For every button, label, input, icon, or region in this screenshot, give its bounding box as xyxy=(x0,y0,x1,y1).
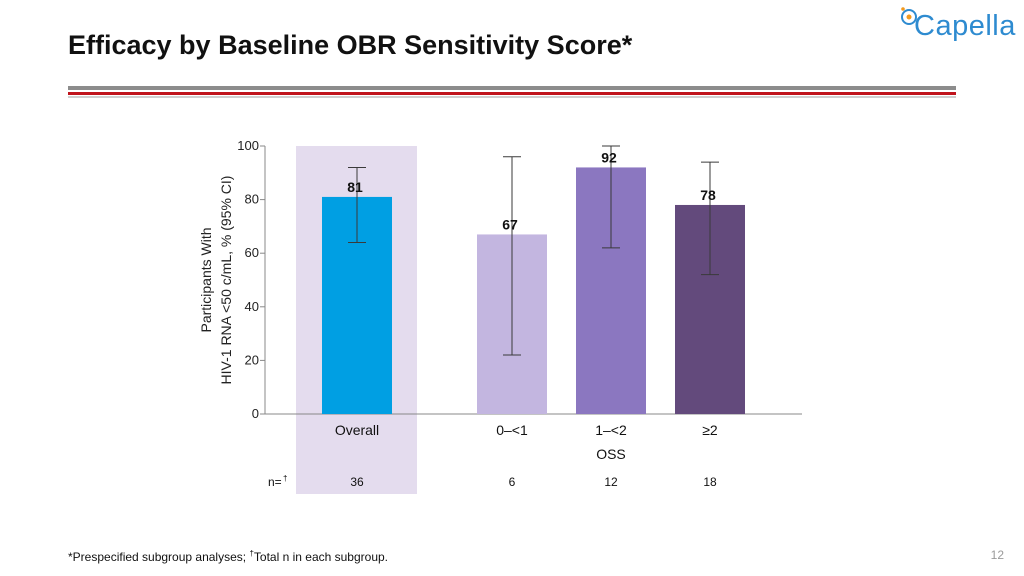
logo-wordmark: Capella xyxy=(914,10,1016,42)
n-value-3: 18 xyxy=(703,475,717,489)
footnote-text-a: *Prespecified subgroup analyses; xyxy=(68,550,250,564)
n-value-1: 6 xyxy=(509,475,516,489)
x-category-label-0: Overall xyxy=(335,422,379,438)
data-label-0: 81 xyxy=(347,179,363,195)
n-prefix: n= xyxy=(268,475,282,489)
y-axis-title-line2: HIV-1 RNA <50 c/mL, % (95% CI) xyxy=(218,176,234,385)
footnote: *Prespecified subgroup analyses; †Total … xyxy=(68,549,388,564)
n-value-2: 12 xyxy=(604,475,618,489)
footnote-text-b: Total n in each subgroup. xyxy=(253,550,388,564)
page-number: 12 xyxy=(990,548,1004,562)
y-tick-label: 100 xyxy=(237,138,259,153)
x-group-label: OSS xyxy=(596,446,626,462)
page-title: Efficacy by Baseline OBR Sensitivity Sco… xyxy=(68,30,633,60)
capella-logo: Capella xyxy=(896,6,1020,48)
footnote-dagger: † xyxy=(249,549,254,558)
y-tick-label: 0 xyxy=(252,406,259,421)
y-tick-label: 80 xyxy=(245,192,259,207)
n-value-0: 36 xyxy=(350,475,364,489)
data-label-1: 67 xyxy=(502,216,518,232)
data-label-3: 78 xyxy=(700,187,716,203)
x-category-label-3: ≥2 xyxy=(702,422,718,438)
y-tick-label: 40 xyxy=(245,299,259,314)
y-tick-label: 60 xyxy=(245,245,259,260)
logo-mark-icon xyxy=(901,7,917,25)
header-rule-red xyxy=(68,92,956,95)
x-category-label-1: 0–<1 xyxy=(496,422,528,438)
x-category-label-2: 1–<2 xyxy=(595,422,627,438)
n-prefix-dagger: † xyxy=(283,474,287,483)
y-axis-title-line1: Participants With xyxy=(198,227,214,332)
header-rule-light xyxy=(68,96,956,98)
y-tick-label: 20 xyxy=(245,352,259,367)
header-rule-gray xyxy=(68,86,956,90)
data-label-2: 92 xyxy=(601,149,617,165)
